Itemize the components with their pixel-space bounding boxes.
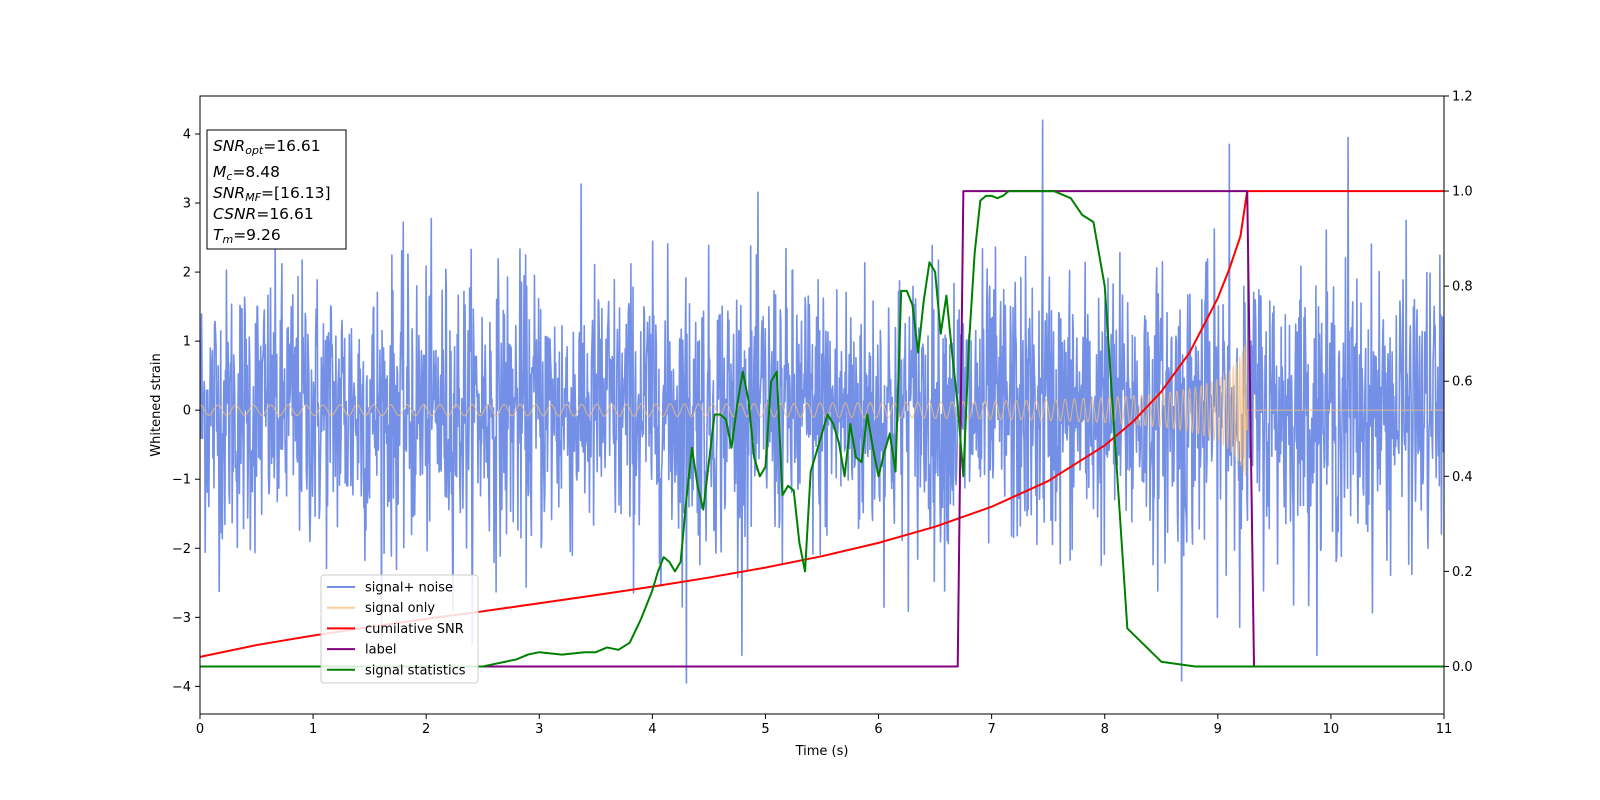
legend-label-signal-noise: signal+ noise (365, 581, 453, 596)
x-tick-label: 6 (874, 722, 882, 737)
y-right-tick-label: 0.4 (1452, 470, 1473, 485)
info-box-frame (206, 129, 347, 250)
x-tick-label: 10 (1323, 722, 1340, 737)
series-signal-only (200, 340, 1444, 477)
info-box: SNRopt=16.61 Mc=8.48SNRMF=[16.13]CSNR=16.… (206, 129, 347, 250)
x-tick-label: 11 (1436, 722, 1453, 737)
x-tick-label: 1 (309, 722, 317, 737)
info-line: CSNR=16.61 (213, 205, 314, 223)
x-tick-label: 2 (422, 722, 430, 737)
y-left-tick-label: −2 (172, 542, 191, 557)
y-left-tick-label: −1 (172, 473, 191, 488)
info-line: SNRopt=16.61 (213, 137, 321, 157)
legend-label-signal-only: signal only (365, 601, 435, 616)
y-left-tick-label: 3 (183, 197, 191, 212)
legend-label-cumilative-snr: cumilative SNR (365, 622, 464, 637)
y-axis-label: Whitened strain (149, 353, 164, 456)
y-left-tick-label: −4 (172, 680, 191, 695)
x-tick-label: 9 (1214, 722, 1222, 737)
y-right-tick-label: 1.0 (1452, 185, 1473, 200)
y-left-tick-label: −3 (172, 611, 191, 626)
x-tick-label: 5 (761, 722, 769, 737)
legend-label-label: label (365, 643, 396, 658)
x-axis-label: Time (s) (795, 744, 849, 759)
x-tick-label: 8 (1101, 722, 1109, 737)
legend-frame (320, 574, 479, 684)
x-axis: 0 1 2 3 4 5 6 7 8 9 10 11 (196, 714, 1452, 737)
y-left-tick-label: 2 (183, 266, 191, 281)
x-tick-label: 4 (648, 722, 656, 737)
y-right-tick-label: 0.0 (1452, 660, 1473, 675)
y-right-tick-label: 0.6 (1452, 375, 1473, 390)
y-right-tick-label: 0.2 (1452, 565, 1473, 580)
y-right-tick-label: 1.2 (1452, 90, 1473, 105)
y-left-tick-label: 4 (183, 127, 191, 142)
info-line: Mc=8.48 (213, 163, 280, 183)
series-signal-statistics (200, 190, 1444, 668)
y-axis-left: −4 −3 −2 −1 0 1 2 3 4 (172, 127, 200, 695)
y-left-tick-label: 0 (183, 404, 191, 419)
axes-frame (199, 95, 1445, 715)
info-line: Tm=9.26 (213, 226, 281, 246)
x-tick-label: 0 (196, 722, 204, 737)
legend-label-signal-statistics: signal statistics (365, 663, 466, 678)
y-left-tick-label: 1 (183, 335, 191, 350)
x-tick-label: 7 (987, 722, 995, 737)
series-layer (200, 119, 1444, 684)
info-line: SNRMF=[16.13] (213, 184, 331, 204)
legend: signal+ noise signal only cumilative SNR la… (320, 574, 479, 684)
y-right-tick-label: 0.8 (1452, 280, 1473, 295)
x-tick-label: 3 (535, 722, 543, 737)
y-axis-right: 0.0 0.2 0.4 0.6 0.8 1.0 1.2 (1444, 90, 1473, 675)
